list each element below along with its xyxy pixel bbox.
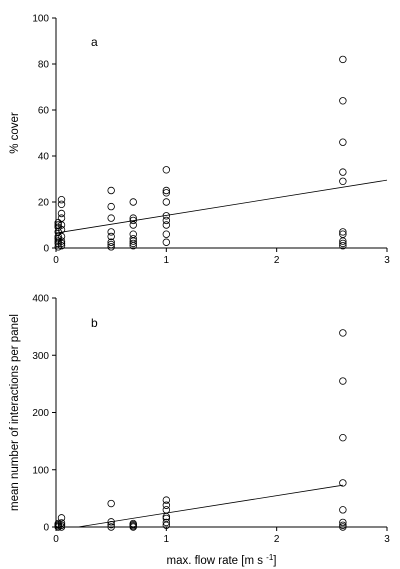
data-point	[162, 212, 171, 220]
data-point	[57, 521, 66, 529]
y-axis-label: % cover	[9, 112, 21, 154]
y-tick-label: 0	[43, 244, 49, 255]
y-tick-label: 100	[32, 14, 49, 25]
y-tick-label: 0	[43, 523, 49, 534]
data-point	[339, 479, 347, 487]
x-tick-label: 1	[164, 534, 170, 545]
x-axis-label-superscript: -1	[266, 553, 274, 562]
data-point	[162, 221, 171, 229]
data-point	[162, 216, 171, 225]
data-point	[107, 243, 115, 251]
x-tick-label: 2	[274, 255, 280, 266]
data-point	[129, 198, 137, 206]
chart-panel-b: 0 100 200 300 400 0 1 2 3 b mean number of interac…	[9, 294, 390, 568]
data-point	[162, 496, 171, 504]
data-point	[57, 195, 66, 204]
data-point	[129, 519, 137, 528]
y-tick-label: 200	[32, 408, 49, 419]
x-tick-label: 1	[164, 255, 170, 266]
data-point	[129, 230, 137, 238]
panel-label: a	[91, 35, 98, 49]
data-point	[162, 514, 171, 523]
data-point	[57, 241, 66, 250]
data-point	[339, 138, 347, 146]
data-point	[162, 166, 171, 174]
data-point	[339, 177, 347, 185]
data-point	[107, 186, 115, 195]
data-point	[107, 214, 115, 222]
data-point	[107, 202, 115, 211]
data-point	[57, 514, 66, 522]
data-point	[107, 499, 115, 508]
x-axis-label-end: ]	[273, 555, 276, 567]
data-point	[162, 506, 171, 514]
data-point	[57, 200, 66, 208]
data-point	[107, 518, 115, 526]
x-axis-label-main: max. flow rate [m s	[166, 555, 266, 567]
y-tick-label: 100	[32, 465, 49, 476]
data-point	[57, 523, 66, 531]
y-tick-label: 20	[38, 198, 50, 209]
data-point	[339, 377, 347, 385]
y-tick-label: 300	[32, 351, 49, 362]
x-tick-label: 3	[384, 255, 390, 266]
data-point	[339, 506, 347, 514]
data-point	[339, 97, 347, 105]
data-point	[339, 241, 347, 250]
data-point	[162, 230, 171, 238]
data-point	[57, 209, 66, 218]
data-point	[107, 240, 115, 249]
data-point	[339, 518, 347, 527]
data-point	[57, 237, 66, 245]
data-point	[339, 523, 347, 531]
chart-panel-a: 0 20 40 60 80 100 0 1 2 3 a % cover	[9, 14, 390, 267]
y-tick-label: 60	[38, 106, 50, 117]
data-point	[129, 216, 137, 225]
x-axis-label: max. flow rate [m s -1]	[166, 553, 276, 567]
data-point	[57, 214, 66, 222]
data-point	[162, 501, 171, 509]
data-point	[129, 239, 137, 248]
axes: 0 100 200 300 400 0 1 2 3	[32, 294, 390, 546]
data-point	[107, 521, 115, 529]
data-point	[162, 186, 171, 195]
data-point	[339, 168, 347, 176]
x-tick-label: 3	[384, 534, 390, 545]
trend-line	[78, 484, 343, 528]
data-point	[339, 55, 347, 64]
trend-line	[55, 179, 388, 234]
data-point	[162, 189, 171, 197]
panel-label: b	[91, 316, 98, 330]
data-point	[162, 198, 171, 206]
y-tick-label: 40	[38, 152, 50, 163]
scatter-points	[54, 329, 347, 531]
x-tick-label: 0	[53, 255, 59, 266]
data-point	[107, 228, 115, 236]
data-point	[107, 232, 115, 241]
scatter-points	[54, 55, 347, 251]
data-point	[129, 235, 137, 243]
x-tick-label: 0	[53, 534, 59, 545]
data-point	[129, 214, 137, 222]
data-point	[162, 518, 171, 527]
data-point	[162, 238, 171, 246]
data-point	[57, 225, 66, 234]
data-point	[339, 230, 347, 238]
data-point	[339, 521, 347, 529]
data-point	[107, 238, 115, 246]
data-point	[107, 523, 115, 531]
data-point	[339, 433, 347, 442]
data-point	[57, 519, 66, 527]
data-point	[339, 228, 347, 236]
y-tick-label: 80	[38, 60, 50, 71]
x-tick-label: 2	[274, 534, 280, 545]
data-point	[339, 329, 347, 337]
y-axis-label: mean number of interactions per panel	[9, 314, 21, 511]
data-point	[339, 239, 347, 248]
y-tick-label: 400	[32, 294, 49, 305]
